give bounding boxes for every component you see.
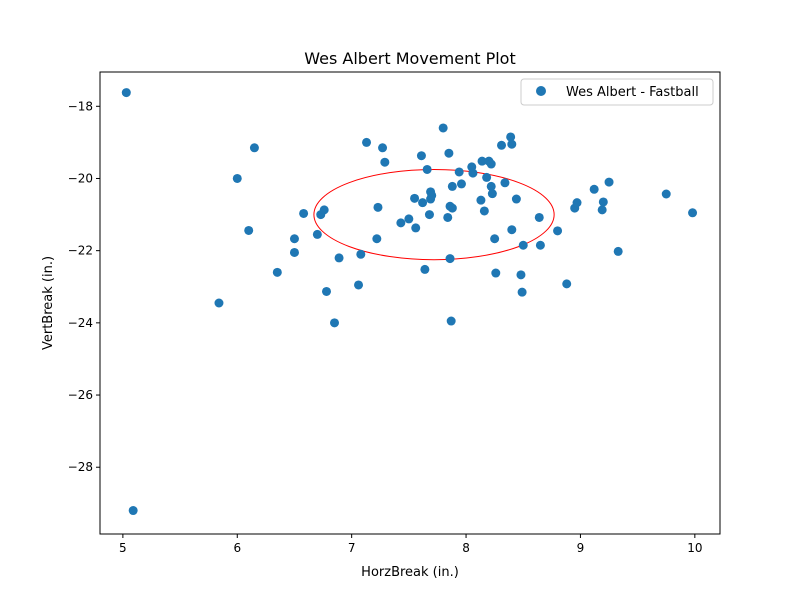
- data-point: [418, 198, 428, 208]
- data-point: [232, 173, 242, 183]
- data-point: [562, 279, 572, 289]
- points-layer: [121, 88, 698, 516]
- data-point: [424, 210, 434, 220]
- data-point: [491, 268, 501, 278]
- data-point: [121, 88, 131, 98]
- data-point: [479, 206, 489, 216]
- data-point: [477, 156, 487, 166]
- data-point: [380, 157, 390, 167]
- data-point: [420, 264, 430, 274]
- data-point: [486, 181, 496, 191]
- data-point: [468, 168, 478, 178]
- data-point: [553, 226, 563, 236]
- data-point: [446, 316, 456, 326]
- data-point: [422, 164, 432, 174]
- x-axis-label: HorzBreak (in.): [361, 565, 459, 580]
- data-point: [444, 148, 454, 158]
- data-point: [378, 143, 388, 153]
- legend-box: [520, 78, 714, 106]
- data-point: [598, 197, 608, 207]
- data-point: [272, 267, 282, 277]
- data-point: [516, 270, 526, 280]
- data-point: [597, 205, 607, 215]
- chart-title: Wes Albert Movement Plot: [304, 49, 515, 68]
- data-point: [506, 132, 516, 142]
- data-point: [456, 179, 466, 189]
- data-point: [511, 194, 521, 204]
- data-point: [372, 234, 382, 244]
- pitch-ellipse: [313, 168, 555, 261]
- data-point: [354, 280, 364, 290]
- data-point: [507, 225, 517, 235]
- data-point: [289, 247, 299, 257]
- data-point: [507, 139, 517, 149]
- data-point: [487, 189, 497, 199]
- data-point: [427, 190, 437, 200]
- data-point: [518, 240, 528, 250]
- y-tick-label: −28: [68, 460, 93, 474]
- data-point: [410, 193, 420, 203]
- data-point: [454, 167, 464, 177]
- data-point: [497, 140, 507, 150]
- data-point: [535, 240, 545, 250]
- data-point: [416, 151, 426, 161]
- data-point: [362, 137, 372, 147]
- data-point: [572, 198, 582, 208]
- data-point: [445, 254, 455, 264]
- data-point: [688, 208, 698, 218]
- data-point: [396, 218, 406, 228]
- data-point: [356, 249, 366, 259]
- x-tick-label: 10: [687, 541, 702, 555]
- y-tick-label: −20: [68, 171, 93, 185]
- y-tick-label: −24: [68, 316, 93, 330]
- data-point: [490, 234, 500, 244]
- x-tick-label: 9: [577, 541, 585, 555]
- x-tick-label: 7: [348, 541, 356, 555]
- data-point: [517, 287, 527, 297]
- data-point: [486, 159, 496, 169]
- data-point: [482, 172, 492, 182]
- data-point: [447, 203, 457, 213]
- data-point: [476, 195, 486, 205]
- data-point: [404, 214, 414, 224]
- data-point: [447, 181, 457, 191]
- data-point: [249, 143, 259, 153]
- legend-marker: [536, 86, 546, 96]
- data-point: [321, 286, 331, 296]
- legend: Wes Albert - Fastball: [520, 78, 714, 106]
- data-point: [319, 205, 329, 215]
- ellipse-layer: [313, 168, 555, 261]
- data-point: [613, 246, 623, 256]
- y-tick-label: −22: [68, 244, 93, 258]
- data-point: [214, 298, 224, 308]
- data-point: [244, 225, 254, 235]
- x-ticks: 5 6 7 8 9 10: [119, 534, 702, 555]
- data-point: [299, 208, 309, 218]
- data-point: [604, 177, 614, 187]
- y-tick-label: −26: [68, 388, 93, 402]
- data-point: [589, 184, 599, 194]
- data-point: [500, 178, 510, 188]
- data-point: [443, 212, 453, 222]
- y-ticks: −28 −26 −24 −22 −20 −18: [68, 99, 100, 474]
- plot-frame: [99, 71, 721, 535]
- data-point: [334, 253, 344, 263]
- data-point: [312, 229, 322, 239]
- x-tick-label: 5: [119, 541, 127, 555]
- data-point: [661, 189, 671, 199]
- legend-label: Wes Albert - Fastball: [566, 85, 699, 100]
- data-point: [330, 318, 340, 328]
- data-point: [128, 506, 138, 516]
- x-tick-label: 6: [233, 541, 241, 555]
- x-tick-label: 8: [462, 541, 470, 555]
- data-point: [373, 202, 383, 212]
- data-point: [534, 212, 544, 222]
- y-axis-label: VertBreak (in.): [41, 256, 56, 350]
- data-point: [289, 234, 299, 244]
- y-tick-label: −18: [68, 99, 93, 113]
- data-point: [438, 123, 448, 133]
- data-point: [411, 223, 421, 233]
